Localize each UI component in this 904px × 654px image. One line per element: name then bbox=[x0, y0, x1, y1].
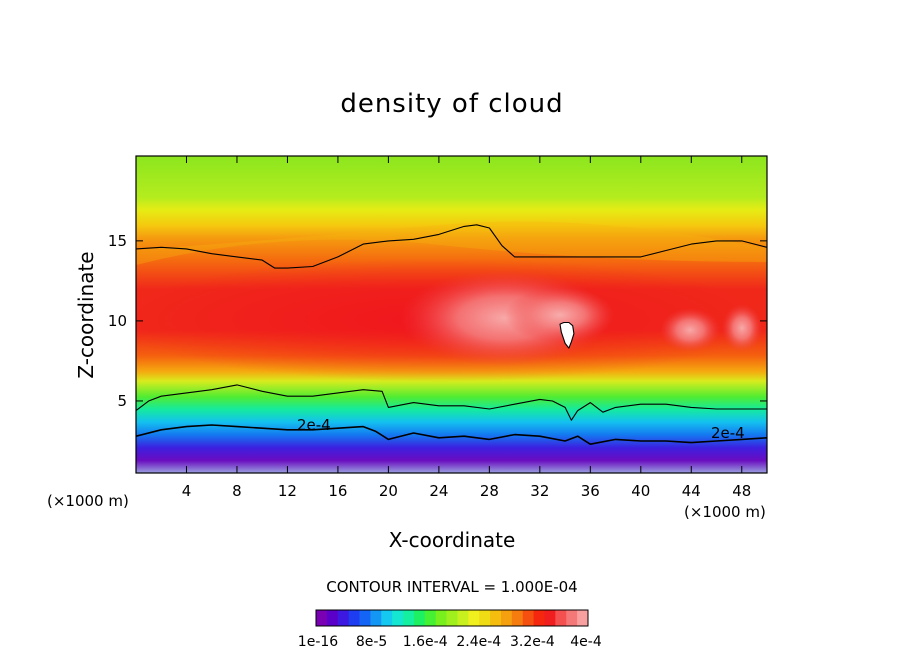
colorbar-tick-label: 1.6e-4 bbox=[403, 634, 448, 650]
colorbar bbox=[315, 609, 589, 627]
colorbar-swatch bbox=[577, 610, 589, 626]
colorbar-swatch bbox=[555, 610, 567, 626]
colorbar-swatch bbox=[392, 610, 404, 626]
chart-title: density of cloud bbox=[340, 89, 563, 119]
colorbar-swatch bbox=[370, 610, 382, 626]
mid-level-band bbox=[136, 221, 767, 265]
colorbar-swatch bbox=[468, 610, 480, 626]
contour-label-right: 2e-4 bbox=[711, 424, 745, 442]
colorbar-swatch bbox=[359, 610, 371, 626]
x-tick-label: 28 bbox=[480, 482, 499, 500]
x-tick-label: 32 bbox=[530, 482, 549, 500]
x-tick-label: 4 bbox=[182, 482, 192, 500]
y-tick-label: 5 bbox=[117, 392, 127, 410]
y-axis-label: Z-coordinate bbox=[74, 251, 98, 378]
x-tick-label: 48 bbox=[732, 482, 751, 500]
colorbar-tick-label: 3.2e-4 bbox=[510, 634, 555, 650]
x-unit-label-left: (×1000 m) bbox=[47, 492, 129, 510]
colorbar-swatch bbox=[435, 610, 447, 626]
colorbar-swatch bbox=[316, 610, 328, 626]
plot-area bbox=[136, 156, 767, 473]
colorbar-swatch bbox=[544, 610, 556, 626]
colorbar-swatch bbox=[337, 610, 350, 626]
x-tick-label: 24 bbox=[429, 482, 448, 500]
x-axis-label: X-coordinate bbox=[389, 528, 516, 552]
x-tick-label: 44 bbox=[682, 482, 701, 500]
colorbar-swatch bbox=[457, 610, 469, 626]
contour-line-2e-4 bbox=[136, 424, 767, 445]
x-tick-label: 12 bbox=[278, 482, 297, 500]
colorbar-swatch bbox=[522, 610, 534, 626]
colorbar-swatch bbox=[326, 610, 339, 626]
x-tick-label: 8 bbox=[232, 482, 242, 500]
colorbar-swatch bbox=[413, 610, 426, 626]
y-axis-ticks: 5 10 15 bbox=[108, 232, 767, 410]
y-tick-label: 10 bbox=[108, 312, 127, 330]
high-density-region bbox=[505, 287, 615, 343]
colorbar-tick-label: 8e-5 bbox=[356, 634, 387, 650]
x-tick-label: 20 bbox=[379, 482, 398, 500]
contour-line-island bbox=[559, 321, 575, 349]
colorbar-swatch bbox=[403, 610, 415, 626]
colorbar-swatch bbox=[490, 610, 502, 626]
colorbar-tick-labels: 1e-16 8e-5 1.6e-4 2.4e-4 3.2e-4 4e-4 bbox=[298, 634, 602, 650]
x-tick-label: 16 bbox=[328, 482, 347, 500]
colorbar-tick-label: 2.4e-4 bbox=[456, 634, 501, 650]
colorbar-tick-label: 4e-4 bbox=[570, 634, 602, 650]
high-density-region bbox=[722, 304, 762, 352]
contour-line-lower bbox=[136, 384, 767, 421]
colorbar-swatch bbox=[500, 610, 513, 626]
contour-lines bbox=[136, 224, 767, 445]
x-axis-ticks: 4 8 12 16 20 24 28 32 36 40 44 48 bbox=[182, 156, 751, 500]
x-tick-label: 40 bbox=[631, 482, 650, 500]
colorbar-tick-label: 1e-16 bbox=[298, 634, 338, 650]
contour-label-left: 2e-4 bbox=[297, 416, 331, 434]
contour-line-upper bbox=[136, 224, 767, 269]
colorbar-swatch bbox=[348, 610, 360, 626]
colorbar-swatch bbox=[566, 610, 578, 626]
colorbar-swatch bbox=[381, 610, 393, 626]
colorbar-swatch bbox=[479, 610, 491, 626]
contour-interval-text: CONTOUR INTERVAL = 1.000E-04 bbox=[326, 578, 577, 596]
colorbar-frame bbox=[315, 609, 589, 627]
colorbar-swatch bbox=[424, 610, 437, 626]
colorbar-swatch bbox=[533, 610, 545, 626]
y-tick-label: 15 bbox=[108, 232, 127, 250]
colorbar-swatch bbox=[511, 610, 524, 626]
high-density-region bbox=[660, 308, 720, 352]
x-tick-label: 36 bbox=[581, 482, 600, 500]
plot-frame bbox=[135, 155, 768, 474]
x-unit-label-right: (×1000 m) bbox=[684, 503, 766, 521]
colorbar-swatch bbox=[446, 610, 458, 626]
